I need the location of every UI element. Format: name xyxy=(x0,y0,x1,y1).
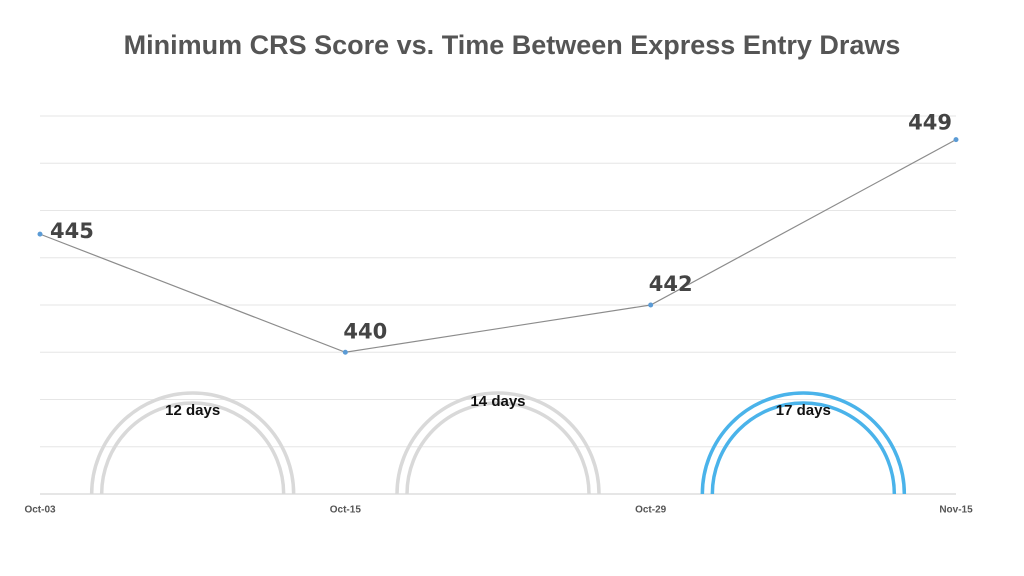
point xyxy=(342,349,348,355)
annotation-label: 17 days xyxy=(776,402,831,419)
annotation-arc xyxy=(700,391,907,495)
point xyxy=(953,137,959,143)
chart-title: Minimum CRS Score vs. Time Between Expre… xyxy=(124,30,901,60)
annotation-arc xyxy=(710,401,897,495)
point xyxy=(37,231,43,237)
annotation-arc xyxy=(89,391,296,495)
data-label: 449 xyxy=(908,111,952,135)
annotation-label: 12 days xyxy=(165,402,220,419)
x-tick-label: Nov-15 xyxy=(939,505,973,516)
line xyxy=(39,139,957,353)
annotation-arc xyxy=(395,391,601,495)
x-tick-label: Oct-15 xyxy=(330,505,362,516)
x-tick-label: Oct-03 xyxy=(24,505,56,516)
data-label: 440 xyxy=(343,319,387,343)
annotation-arc xyxy=(405,401,591,495)
annotation-label: 14 days xyxy=(470,393,525,410)
x-tick-label: Oct-29 xyxy=(635,505,667,516)
data-label: 442 xyxy=(649,272,693,296)
data-label: 445 xyxy=(50,219,94,243)
annotation-arc xyxy=(99,401,286,495)
point xyxy=(648,302,654,308)
